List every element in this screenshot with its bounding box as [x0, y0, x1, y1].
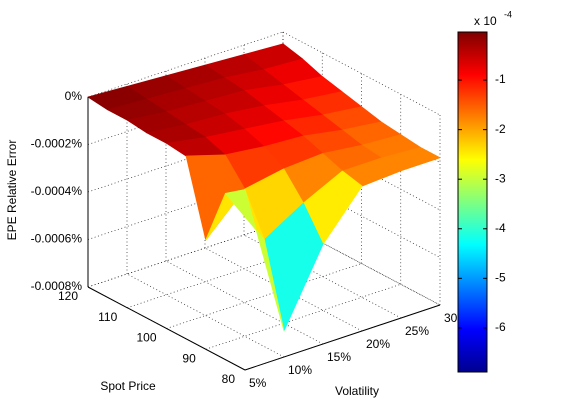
z-tick-label: -0.0008% [31, 279, 83, 293]
x-axis-label: Spot Price [100, 379, 156, 393]
grid-line [126, 273, 285, 358]
y-tick-label: 30 [444, 311, 458, 325]
axes-front: -0.0008% -0.0006% -0.0004% -0.0002% 0% 80 90 10… [31, 89, 458, 390]
y-tick-label: 10% [288, 363, 312, 377]
x-tick-label: 100 [136, 331, 156, 345]
colorbar-tick-label: -6 [495, 320, 506, 334]
colorbar-tick-label: -4 [495, 221, 506, 235]
x-tick-label: 80 [222, 372, 236, 386]
x-tick-label: 90 [182, 351, 196, 365]
y-tick-label: 15% [327, 350, 351, 364]
z-tick-label: -0.0002% [31, 137, 83, 151]
grid-line [87, 221, 284, 288]
x-tick-label: 120 [58, 289, 78, 303]
grid-line [282, 221, 441, 306]
z-axis-label: EPE Relative Error [5, 140, 19, 241]
colorbar-tick-label: -2 [495, 122, 506, 136]
y-tick-label: 25% [405, 324, 429, 338]
surface-patch [224, 189, 285, 332]
grid-line [282, 174, 441, 258]
colorbar-tick-label: -5 [495, 270, 506, 284]
grid-line [282, 126, 441, 211]
axis-line [87, 286, 246, 371]
x-tick-label: 110 [98, 310, 117, 324]
z-tick-label: 0% [65, 89, 83, 103]
z-tick-label: -0.0004% [31, 184, 83, 198]
grid-line [87, 221, 284, 288]
grid-line [165, 260, 324, 345]
surface [87, 43, 441, 332]
colorbar-multiplier: x 10 [474, 14, 497, 28]
y-tick-label: 5% [249, 376, 267, 390]
axis-line [244, 304, 441, 371]
colorbar [457, 31, 488, 373]
colorbar-tick-label: -3 [495, 171, 506, 185]
z-tick-label: -0.0006% [31, 232, 83, 246]
y-tick-label: 20% [366, 337, 390, 351]
y-axis-label: Volatility [335, 384, 379, 398]
grid-line [166, 263, 362, 329]
grid-line [204, 247, 363, 332]
colorbar-exponent: -4 [504, 9, 512, 19]
grid-line [282, 31, 441, 116]
colorbar-tick-label: -1 [495, 72, 506, 86]
